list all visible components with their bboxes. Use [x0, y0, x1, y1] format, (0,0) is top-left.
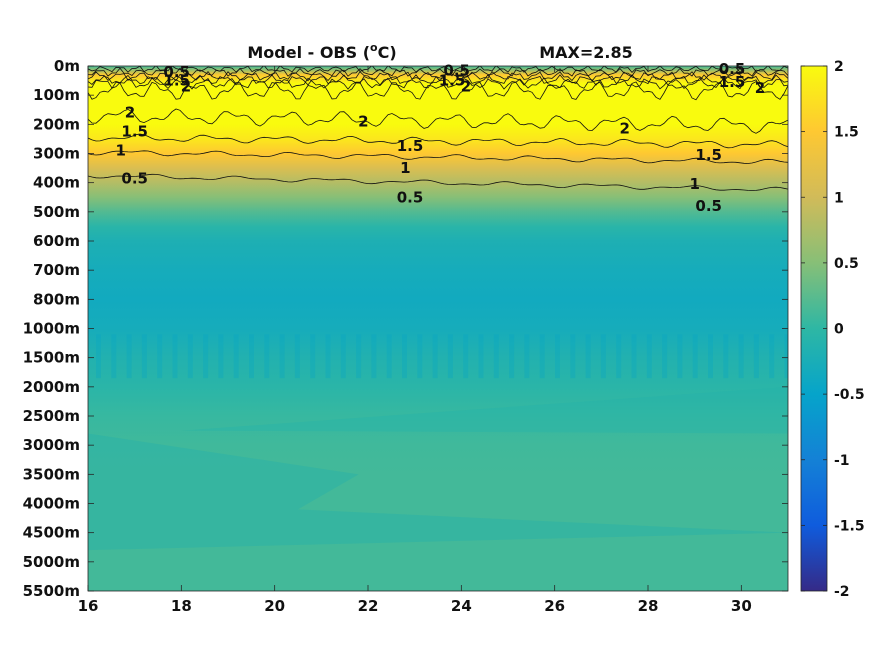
contour-label: 2: [461, 77, 471, 95]
contour-label: 1.5: [121, 123, 148, 141]
y-tick-label: 800m: [33, 290, 80, 308]
contour-label: 2: [181, 77, 191, 95]
contour-line: [88, 67, 788, 77]
x-axis: 16 18 20 22 24 26 28 30: [78, 66, 752, 615]
contour-label: 1.5: [439, 72, 466, 90]
contour-lines: [88, 66, 788, 192]
y-tick-label: 2000m: [23, 378, 80, 396]
y-tick-label: 5500m: [23, 582, 80, 600]
contour-labels: 0.51.5221.510.50.51.5221.510.521.510.50.…: [115, 60, 765, 215]
y-tick-label: 3500m: [23, 465, 80, 483]
y-tick-label: 5000m: [23, 553, 80, 571]
contour-line: [88, 81, 788, 101]
chart-title: Model - OBS (oC): [247, 41, 396, 62]
contour-label: 1: [115, 142, 125, 160]
contour-label: 1: [689, 175, 699, 193]
colorbar-tick-label: 0: [834, 322, 844, 338]
x-tick-label: 22: [358, 597, 379, 615]
contour-label: 0.5: [397, 188, 424, 206]
contour-label: 1.5: [163, 72, 190, 90]
contour-line: [88, 108, 788, 134]
contour-line: [88, 133, 788, 149]
y-tick-label: 4000m: [23, 495, 80, 513]
y-tick-label: 2500m: [23, 407, 80, 425]
colorbar-ticks: 2 1.5 1 0.5 0 -0.5 -1 -1.5 -2: [801, 59, 865, 600]
x-tick-label: 30: [731, 597, 752, 615]
x-tick-label: 26: [544, 597, 565, 615]
contour-line: [88, 173, 788, 192]
colorbar-tick-label: 1: [834, 190, 844, 206]
y-tick-label: 200m: [33, 115, 80, 133]
y-axis: 0m 100m 200m 300m 400m 500m 600m 700m 800m 1000m 1…: [23, 57, 788, 600]
x-tick-label: 28: [638, 597, 659, 615]
contour-line: [88, 77, 788, 90]
x-tick-label: 24: [451, 597, 472, 615]
contour-label: 0.5: [719, 60, 746, 78]
contour-label: 1.5: [695, 146, 722, 164]
colorbar-tick-label: -0.5: [834, 387, 865, 403]
colorbar-tick-label: -1: [834, 453, 850, 469]
x-tick-label: 20: [264, 597, 285, 615]
y-tick-label: 700m: [33, 261, 80, 279]
x-tick-label: 16: [78, 597, 99, 615]
heatmap-field: [88, 66, 788, 591]
contour-label: 2: [619, 120, 629, 138]
contour-label: 2: [125, 104, 135, 122]
contour-line: [88, 150, 788, 164]
y-tick-label: 600m: [33, 232, 80, 250]
contour-label: 0.5: [163, 63, 190, 81]
title-superscript: o: [370, 41, 378, 54]
colorbar-tick-label: 0.5: [834, 256, 859, 272]
colorbar-gradient: [800, 65, 828, 592]
contour-label: 0.5: [695, 197, 722, 215]
y-tick-label: 500m: [33, 203, 80, 221]
contour-line: [88, 74, 788, 86]
y-tick-label: 1000m: [23, 320, 80, 338]
x-tick-label: 18: [171, 597, 192, 615]
y-tick-label: 0m: [54, 57, 80, 75]
contour-label: 2: [358, 112, 368, 130]
plot-area: [88, 66, 788, 591]
contour-line: [88, 70, 788, 82]
contour-label: 1.5: [719, 73, 746, 91]
contour-label: 1: [400, 159, 410, 177]
heatmap-texture: [88, 334, 788, 551]
y-tick-label: 4500m: [23, 524, 80, 542]
contour-label: 1.5: [397, 137, 424, 155]
colorbar-tick-label: -2: [834, 584, 850, 600]
y-tick-label: 400m: [33, 174, 80, 192]
colorbar-tick-label: 2: [834, 59, 844, 75]
contour-line: [88, 66, 788, 73]
y-tick-label: 300m: [33, 145, 80, 163]
y-tick-label: 100m: [33, 86, 80, 104]
colorbar: 2 1.5 1 0.5 0 -0.5 -1 -1.5 -2: [800, 59, 865, 600]
contour-label: 0.5: [443, 61, 470, 79]
max-annotation: MAX=2.85: [539, 43, 633, 62]
contour-label: 0.5: [121, 169, 148, 187]
y-tick-label: 3000m: [23, 436, 80, 454]
colorbar-tick-label: 1.5: [834, 125, 859, 141]
y-tick-label: 1500m: [23, 349, 80, 367]
colorbar-tick-label: -1.5: [834, 518, 865, 534]
contour-label: 2: [755, 79, 765, 97]
